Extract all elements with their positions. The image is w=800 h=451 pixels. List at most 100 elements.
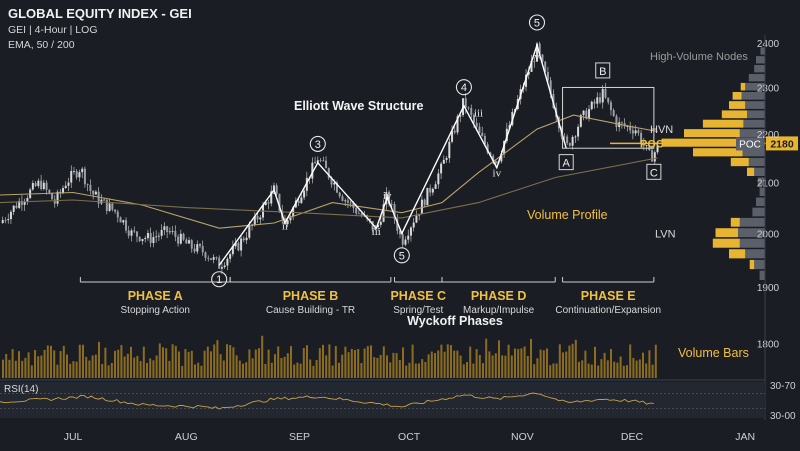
volume-bar: [142, 346, 145, 378]
x-tick-label: NOV: [511, 431, 534, 443]
candle-body: [303, 190, 306, 198]
volume-bar: [584, 350, 587, 378]
x-tick-label: JAN: [735, 431, 755, 443]
volume-bar: [398, 360, 401, 378]
volume-bar: [50, 345, 52, 378]
wave-label-text: iv: [383, 190, 392, 202]
volume-profile-bar: [730, 217, 740, 227]
candle-body: [472, 114, 475, 123]
volume-bar: [354, 349, 356, 378]
candle-body: [335, 182, 338, 193]
candle-body: [401, 234, 404, 245]
candle-body: [574, 136, 577, 138]
volume-bar: [488, 351, 491, 378]
candle-body: [130, 230, 133, 236]
candle-body: [289, 216, 292, 221]
volume-bar: [293, 364, 296, 378]
candle-body: [442, 159, 445, 164]
chart-title: GLOBAL EQUITY INDEX - GEI: [8, 6, 192, 21]
candle-body: [486, 144, 489, 153]
candle-body: [379, 221, 382, 225]
candle-body: [160, 229, 163, 236]
candle-body: [188, 240, 191, 244]
candle-body: [426, 187, 429, 206]
volume-bar: [606, 360, 609, 378]
candle-body: [349, 202, 352, 204]
volume-bar: [302, 347, 305, 378]
candle-body: [437, 173, 440, 185]
candle-body: [231, 246, 234, 255]
rsi-label: RSI(14): [4, 384, 38, 395]
candle-body: [215, 257, 218, 258]
wave-label-text: B: [599, 66, 606, 78]
phase-description: Continuation/Expansion: [555, 305, 661, 316]
candle-body: [237, 242, 240, 251]
candle-body: [226, 258, 229, 266]
volume-bar: [162, 347, 164, 378]
volume-bar: [318, 348, 321, 378]
volume-bar: [226, 344, 228, 378]
volume-bar: [126, 353, 129, 378]
lvn-label: LVN: [655, 228, 676, 240]
volume-bar: [91, 355, 94, 378]
volume-bar: [216, 340, 219, 378]
candle-body: [146, 233, 149, 239]
candle-body: [286, 220, 289, 225]
candle-body: [40, 180, 43, 189]
candle-body: [67, 182, 70, 186]
volume-bar: [59, 351, 62, 378]
volume-bar: [482, 363, 484, 378]
volume-bar: [344, 346, 347, 378]
candle-body: [388, 192, 391, 205]
volume-bar: [296, 362, 299, 378]
x-tick-label: AUG: [175, 431, 198, 443]
volume-bar: [232, 347, 235, 378]
volume-bar: [277, 346, 280, 378]
wave-label-text: 1: [216, 274, 222, 286]
volume-bar: [581, 360, 584, 378]
volume-bar: [456, 350, 459, 378]
phase-name: PHASE A: [128, 289, 183, 303]
volume-profile-bar: [745, 82, 765, 91]
volume-bar: [72, 361, 75, 378]
candle-body: [163, 226, 166, 230]
volume-bar: [565, 351, 568, 378]
volume-bar: [194, 364, 196, 378]
candle-body: [64, 185, 67, 189]
wave-label-text: 4: [461, 82, 467, 94]
volume-bar: [568, 345, 571, 378]
candle-body: [637, 130, 640, 133]
candle-body: [92, 190, 95, 195]
candle-body: [566, 136, 569, 144]
candle-body: [360, 213, 363, 216]
volume-bar: [34, 350, 36, 378]
volume-bar: [434, 353, 436, 378]
volume-bar: [130, 346, 132, 378]
volume-profile-bar: [740, 82, 746, 91]
candle-body: [133, 230, 136, 232]
candle-body: [138, 236, 141, 242]
wave-label-text: ii: [282, 221, 288, 233]
volume-profile-bar: [748, 157, 765, 167]
candle-body: [168, 231, 171, 233]
volume-bar: [571, 343, 574, 378]
candle-body: [330, 177, 333, 185]
wave-label-box: [595, 62, 611, 79]
candle-body: [316, 160, 319, 163]
candle-body: [623, 123, 626, 127]
wave-label-text: v: [534, 51, 540, 63]
candle-body: [267, 202, 270, 204]
candle-body: [166, 226, 169, 232]
candle-body: [75, 171, 78, 178]
candle-body: [125, 220, 128, 231]
candle-body: [103, 199, 106, 201]
volume-bar: [462, 364, 465, 378]
candle-body: [114, 209, 117, 212]
candle-body: [601, 88, 604, 103]
volume-bar: [254, 349, 257, 378]
volume-bar: [651, 364, 654, 378]
candle-body: [390, 204, 393, 205]
candle-body: [209, 258, 212, 260]
candle-body: [530, 61, 533, 72]
